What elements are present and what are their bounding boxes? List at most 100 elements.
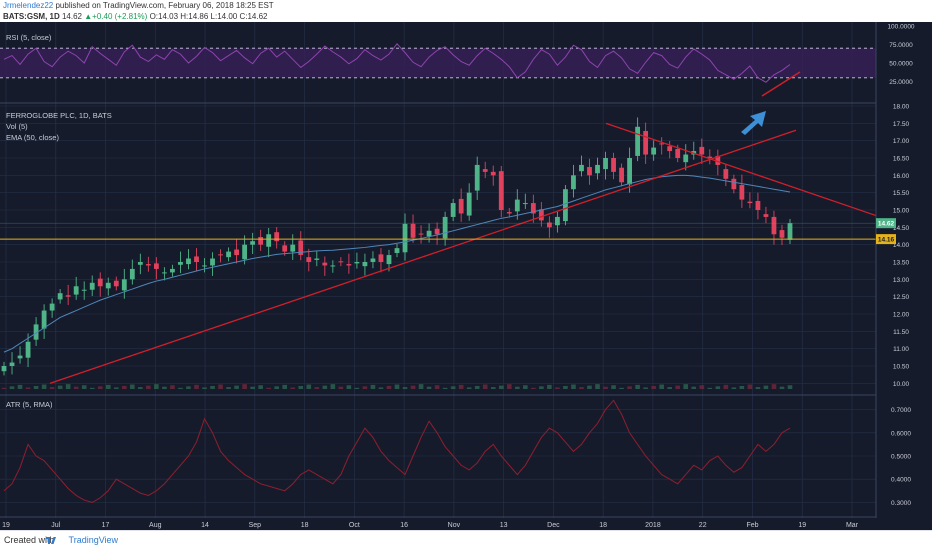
candle-body bbox=[418, 233, 424, 235]
candle-body bbox=[162, 272, 167, 274]
close-label: C: bbox=[239, 12, 248, 21]
candle-body bbox=[25, 341, 31, 358]
rsi-pane bbox=[0, 42, 876, 97]
volume-bar bbox=[506, 384, 512, 389]
vol-indicator-label: Vol (5) bbox=[6, 122, 28, 131]
candle-body bbox=[482, 169, 488, 172]
rsi-title: RSI (5, close) bbox=[6, 33, 52, 42]
chart-canvas[interactable]: 100.0000 75.0000 50.0000 25.0000 18.00 17.50 1… bbox=[0, 22, 932, 530]
volume-bar bbox=[218, 384, 223, 389]
volume-bar bbox=[771, 384, 777, 389]
tradingview-logo-icon bbox=[46, 537, 56, 544]
candle-body bbox=[89, 282, 95, 290]
symbol-label: BATS:GSM, 1D bbox=[3, 12, 60, 21]
candle-body bbox=[699, 146, 705, 155]
candle-body bbox=[522, 203, 528, 205]
volume-bar bbox=[418, 384, 424, 389]
volume-bar bbox=[130, 384, 135, 389]
last-price: 14.62 bbox=[61, 12, 83, 21]
high-label: H: bbox=[180, 12, 189, 21]
candle-body bbox=[322, 262, 328, 266]
price-tick-label: 14.00 bbox=[893, 242, 910, 249]
low-value: 14.00 bbox=[217, 12, 238, 21]
price-tick-label: 14.50 bbox=[893, 225, 910, 232]
candle-body bbox=[683, 154, 689, 163]
downtrend-line bbox=[605, 122, 881, 218]
volume-bar bbox=[322, 385, 328, 389]
volume-bar bbox=[146, 385, 151, 389]
volume-bar bbox=[81, 385, 87, 389]
candle-body bbox=[571, 175, 576, 190]
tradingview-brand[interactable]: TradingView bbox=[68, 535, 119, 545]
candle-body bbox=[121, 279, 127, 291]
volume-bar bbox=[138, 387, 143, 389]
rsi-tick-label: 50.0000 bbox=[889, 61, 913, 68]
candle-body bbox=[587, 167, 592, 176]
candle-body bbox=[9, 362, 15, 366]
volume-bar bbox=[154, 384, 159, 389]
candle-body bbox=[506, 212, 512, 214]
candle-body bbox=[514, 199, 520, 212]
price-tick-label: 15.50 bbox=[893, 190, 910, 197]
candle-body bbox=[378, 254, 384, 262]
time-axis-label: Sep bbox=[249, 522, 262, 529]
candle-body bbox=[97, 278, 103, 287]
change-arrow-icon: ▲ bbox=[84, 12, 93, 21]
time-axis-label: 14 bbox=[201, 522, 209, 529]
volume-bar bbox=[474, 385, 480, 389]
candle-body bbox=[330, 265, 336, 267]
support-price-tag: 14.16 bbox=[878, 237, 895, 244]
candle-body bbox=[643, 130, 649, 155]
volume-bar bbox=[458, 384, 464, 389]
price-tick-label: 10.50 bbox=[893, 364, 910, 371]
volume-bar bbox=[603, 386, 608, 389]
volume-bar bbox=[466, 387, 472, 389]
volume-bar bbox=[643, 387, 648, 389]
volume-bar bbox=[555, 387, 560, 389]
author-link[interactable]: Jrmelendez22 bbox=[3, 1, 54, 10]
symbol-line: BATS:GSM, 1D 14.62 ▲+0.40 (+2.81%) O:14.… bbox=[3, 12, 268, 22]
candle-body bbox=[234, 249, 239, 256]
price-tick-label: 11.00 bbox=[893, 346, 909, 353]
rsi-band bbox=[0, 48, 876, 78]
volume-bar bbox=[57, 385, 63, 389]
volume-bar bbox=[330, 384, 336, 389]
volume-bar bbox=[162, 386, 167, 389]
candle-body bbox=[73, 286, 79, 295]
volume-bar bbox=[531, 387, 536, 389]
candle-body bbox=[218, 254, 223, 256]
atr-line bbox=[3, 399, 791, 503]
candle-body bbox=[763, 214, 769, 217]
price-tick-label: 12.50 bbox=[893, 294, 910, 301]
candle-body bbox=[298, 240, 304, 256]
volume-bar bbox=[97, 386, 103, 389]
candle-body bbox=[394, 248, 400, 253]
atr-tick-label: 0.6000 bbox=[891, 430, 911, 437]
chart-background bbox=[0, 22, 932, 530]
volume-bar bbox=[9, 386, 15, 389]
candle-body bbox=[498, 171, 504, 210]
volume-bar bbox=[314, 387, 320, 389]
volume-bar bbox=[739, 385, 745, 389]
time-axis-label: Aug bbox=[149, 522, 162, 529]
volume-bar bbox=[65, 384, 71, 389]
candle-body bbox=[314, 258, 320, 260]
candle-body bbox=[338, 261, 344, 263]
candle-body bbox=[450, 203, 456, 217]
candle-body bbox=[731, 178, 737, 190]
axis-background bbox=[876, 22, 932, 518]
candle-body bbox=[170, 268, 175, 273]
volume-bar bbox=[186, 386, 191, 389]
candle-body bbox=[667, 146, 673, 152]
volume-bar bbox=[651, 385, 656, 389]
volume-bar bbox=[354, 387, 360, 389]
candle-body bbox=[474, 164, 480, 191]
candle-body bbox=[258, 237, 264, 245]
volume-bar bbox=[1, 387, 7, 389]
candle-body bbox=[426, 230, 432, 237]
volume-bar bbox=[33, 385, 39, 389]
candle-body bbox=[274, 232, 280, 242]
candle-body bbox=[266, 234, 272, 247]
volume-bar bbox=[731, 387, 737, 389]
volume-bar bbox=[178, 387, 183, 389]
